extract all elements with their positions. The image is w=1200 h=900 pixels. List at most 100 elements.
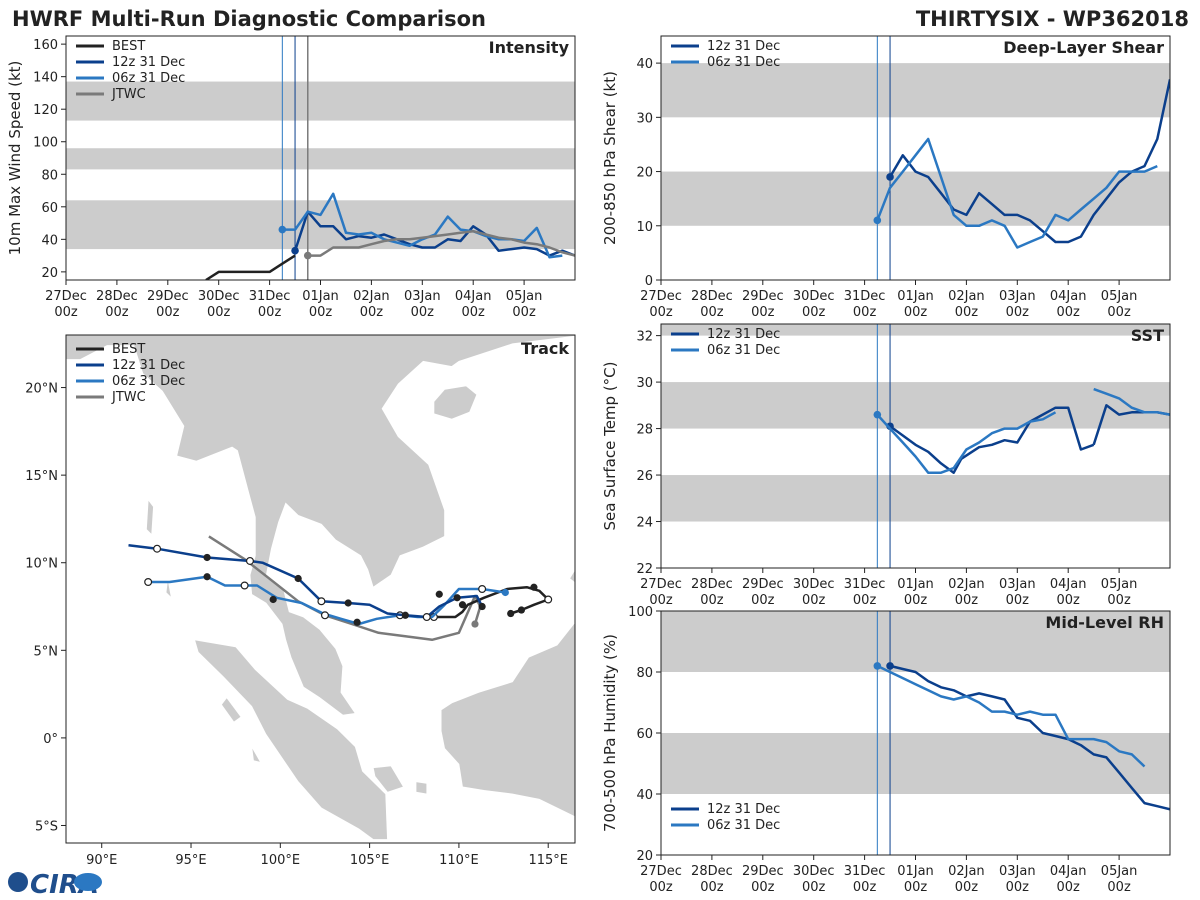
track-legend-label: 06z 31 Dec: [112, 374, 185, 389]
sst-ytick-label: 32: [636, 330, 653, 345]
borneo-land: [440, 621, 575, 818]
shear-xtick-label: 04Jan: [1050, 289, 1087, 304]
shear-xtick-label: 30Dec: [793, 289, 835, 304]
shear-band: [661, 171, 1170, 226]
sst-legend-label: 06z 31 Dec: [707, 343, 780, 358]
sst-series-line: [889, 406, 1095, 474]
intensity-legend-label: 12z 31 Dec: [112, 55, 185, 70]
palawan-land: [569, 568, 575, 584]
sst-xtick-label: 00z: [955, 593, 979, 608]
intensity-xtick-label: 03Jan: [404, 289, 441, 304]
track-ytick-label: 5°N: [34, 644, 59, 659]
rh-panel: 2040608010027Dec00z28Dec00z29Dec00z30Dec…: [601, 605, 1171, 895]
siberut-island: [251, 746, 262, 764]
shear-xtick-label: 00z: [649, 305, 673, 320]
sst-xtick-label: 00z: [802, 593, 826, 608]
sst-xtick-label: 00z: [1006, 593, 1030, 608]
sst-ytick-label: 28: [636, 423, 653, 438]
intensity-legend-label: BEST: [112, 39, 145, 54]
shear-xtick-label: 02Jan: [948, 289, 985, 304]
intensity-series-line: [293, 210, 575, 257]
shear-xtick-label: 29Dec: [742, 289, 784, 304]
track-filled-marker: [458, 601, 467, 609]
sst-xtick-label: 31Dec: [844, 577, 886, 592]
rh-xtick-label: 05Jan: [1101, 864, 1138, 879]
sst-xtick-label: 29Dec: [742, 577, 784, 592]
intensity-series-line: [307, 229, 575, 257]
track-filled-marker: [269, 595, 277, 604]
track-filled-marker: [203, 573, 211, 581]
track-open-marker: [245, 556, 254, 565]
track-open-marker: [320, 611, 329, 620]
shear-ytick-label: 10: [636, 220, 653, 235]
figure-title: HWRF Multi-Run Diagnostic Comparison: [12, 7, 486, 31]
track-filled-marker: [453, 594, 461, 602]
track-ytick-label: 20°N: [25, 382, 58, 397]
track-open-marker: [478, 584, 487, 593]
track-panel: 90°E 95°E 100°E 105°E 110°E 115°E 5°S 0° 5°N 10°N…: [25, 334, 576, 868]
sst-xtick-label: 02Jan: [948, 577, 985, 592]
track-xtick-label: 110°E: [439, 853, 479, 868]
rh-init-marker: [886, 662, 894, 670]
rh-xtick-label: 01Jan: [897, 864, 934, 879]
rh-xtick-label: 03Jan: [999, 864, 1036, 879]
track-line: [128, 543, 484, 619]
sst-ytick-label: 22: [636, 562, 653, 577]
rh-xtick-label: 00z: [904, 880, 928, 895]
intensity-ytick-label: 40: [41, 233, 58, 248]
land-layer: [66, 335, 575, 843]
mainland-land: [66, 335, 575, 716]
andaman-island: [145, 498, 154, 536]
bangka-island: [372, 765, 405, 793]
track-ytick-label: 15°N: [25, 469, 58, 484]
intensity-ytick-label: 60: [41, 201, 58, 216]
intensity-xtick-label: 00z: [411, 305, 435, 320]
belitung-island: [415, 781, 428, 795]
intensity-xtick-label: 00z: [462, 305, 486, 320]
track-xtick-label: 105°E: [350, 853, 390, 868]
sst-xtick-label: 30Dec: [793, 577, 835, 592]
intensity-ytick-label: 100: [33, 136, 58, 151]
track-filled-marker: [517, 606, 526, 614]
track-ytick-label: 5°S: [35, 819, 58, 834]
rh-xtick-label: 28Dec: [691, 864, 733, 879]
track-legend-label: 12z 31 Dec: [112, 358, 185, 373]
track-filled-marker: [435, 590, 443, 598]
intensity-xtick-label: 02Jan: [353, 289, 390, 304]
hainan-land: [433, 385, 478, 420]
rh-xtick-label: 00z: [1107, 880, 1131, 895]
shear-xtick-label: 31Dec: [844, 289, 886, 304]
shear-xtick-label: 00z: [700, 305, 724, 320]
shear-xtick-label: 27Dec: [640, 289, 682, 304]
rh-xtick-label: 04Jan: [1050, 864, 1087, 879]
track-filled-marker: [478, 602, 486, 611]
intensity-band: [66, 81, 575, 121]
sst-band: [661, 324, 1170, 336]
track-line: [433, 585, 550, 619]
sst-xtick-label: 03Jan: [999, 577, 1036, 592]
intensity-ytick-label: 120: [33, 103, 58, 118]
shear-xtick-label: 28Dec: [691, 289, 733, 304]
sst-xtick-label: 00z: [700, 593, 724, 608]
intensity-xtick-label: 29Dec: [147, 289, 189, 304]
intensity-legend-label: JTWC: [111, 87, 146, 102]
sst-xtick-label: 01Jan: [897, 577, 934, 592]
track-xtick-label: 95°E: [175, 853, 206, 868]
track-xtick-label: 100°E: [261, 853, 301, 868]
intensity-panel: 2040608010012014016027Dec00z28Dec00z29De…: [6, 35, 576, 320]
rh-xtick-label: 00z: [802, 880, 826, 895]
shear-ylabel: 200-850 hPa Shear (kt): [601, 71, 619, 245]
shear-ytick-label: 40: [636, 57, 653, 72]
track-ytick-label: 10°N: [25, 557, 58, 572]
sumatra-land: [194, 639, 388, 840]
intensity-xtick-label: 00z: [512, 305, 536, 320]
rh-xtick-label: 02Jan: [948, 864, 985, 879]
track-open-marker: [544, 595, 553, 604]
shear-xtick-label: 03Jan: [999, 289, 1036, 304]
track-line: [208, 535, 482, 642]
shear-init-marker: [873, 216, 882, 225]
track-filled-marker: [203, 553, 211, 562]
track-open-marker: [144, 577, 153, 586]
shear-ytick-label: 20: [636, 166, 653, 181]
rh-series-line: [876, 664, 1146, 768]
